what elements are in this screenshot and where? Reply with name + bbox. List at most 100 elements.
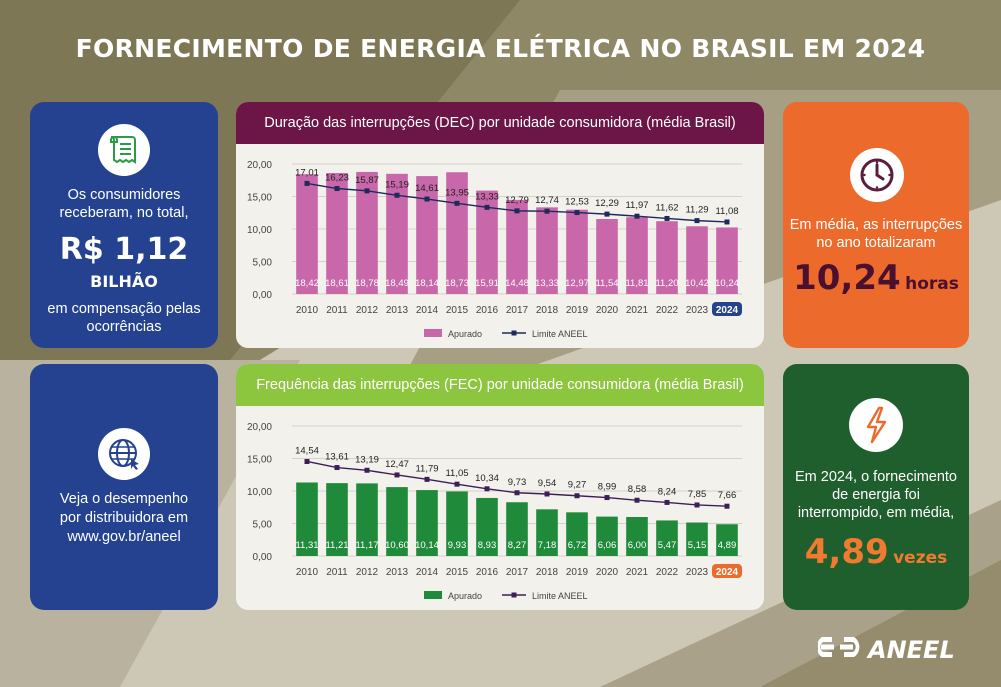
limit-value-label: 9,54 [538,478,557,489]
bar-value-label: 18,14 [415,278,439,289]
limit-point [424,476,430,482]
legend-label-apurado: Apurado [448,591,482,601]
limit-value-label: 16,23 [325,173,349,184]
bar-value-label: 4,89 [718,540,737,551]
limit-value-label: 9,27 [568,480,587,491]
limit-point [544,491,550,497]
highlight-tick-background [712,564,742,578]
x-tick-label: 2013 [386,567,409,578]
limit-point [634,213,640,219]
dec-chart-title: Duração das interrupções (DEC) por unida… [236,102,764,144]
logo-text: ANEEL [866,636,955,664]
limit-point [394,472,400,478]
duration-card: Em média, as interrupções no ano totaliz… [783,102,969,348]
clock-icon [850,148,904,202]
website-text-1: Veja o desempenho [59,491,189,507]
y-tick-label: 5,00 [253,258,273,269]
aneel-logo-icon: ANEEL [816,636,955,664]
x-tick-label: 2018 [536,305,559,316]
compensation-unit: BILHÃO [90,272,158,291]
limit-point [364,467,370,473]
bar [656,520,678,556]
limit-point [724,503,730,509]
limit-value-label: 13,61 [325,452,349,463]
limit-value-label: 11,79 [415,463,438,474]
y-tick-label: 10,00 [247,487,272,498]
limit-value-label: 15,87 [355,175,379,186]
aneel-logo: ANEEL [816,627,958,667]
bar-value-label: 5,47 [658,540,677,551]
bar-value-label: 5,15 [688,540,707,551]
highlight-tick-background [712,302,742,316]
x-tick-label: 2023 [686,567,709,578]
bar-value-label: 11,81 [625,278,648,289]
globe-icon [98,428,150,480]
bar-value-label: 18,61 [325,278,349,289]
bar [566,512,588,556]
compensation-card: Os consumidores receberam, no total, R$ … [30,102,218,348]
limit-value-label: 8,99 [598,482,617,493]
bar [356,483,378,556]
bar-value-label: 14,48 [505,278,529,289]
bar [476,497,498,556]
x-tick-label: 2019 [566,567,589,578]
compensation-text-4: ocorrências [86,319,162,335]
x-tick-label: 2012 [356,567,379,578]
duration-unit: horas [905,274,959,294]
bar [416,176,438,294]
limit-point [454,481,460,487]
limit-value-label: 7,85 [688,489,707,500]
fec-chart: Frequência das interrupções (FEC) por un… [236,364,764,610]
bar-value-label: 12,97 [565,278,589,289]
legend-label-limite: Limite ANEEL [532,591,588,601]
limit-point [304,458,310,464]
lightning-icon [849,398,903,452]
bar-value-label: 11,17 [355,540,378,551]
x-tick-label: 2018 [536,567,559,578]
bar [326,483,348,556]
fec-chart-title: Frequência das interrupções (FEC) por un… [236,364,764,406]
y-tick-label: 0,00 [253,290,273,301]
limit-value-label: 10,34 [475,473,499,484]
bar-value-label: 8,27 [508,540,527,551]
limit-point [574,210,580,216]
bar [416,490,438,556]
bar-value-label: 8,93 [478,540,497,551]
bar [476,190,498,294]
limit-point [604,495,610,501]
duration-value-row: 10,24 horas [783,258,969,298]
limit-value-label: 14,61 [415,183,439,194]
limit-value-label: 11,05 [445,468,468,479]
limit-point [694,218,700,224]
limit-point [694,502,700,508]
duration-text-1: Em média, as interrupções [789,217,963,233]
limit-value-label: 8,24 [658,486,677,497]
limit-value-label: 7,66 [718,490,737,501]
legend-marker-limite [511,592,517,598]
x-tick-label: 2024 [716,305,739,316]
x-tick-label: 2016 [476,305,499,316]
bar-value-label: 18,49 [385,278,409,289]
compensation-text-3: em compensação pelas [47,301,201,317]
x-tick-label: 2014 [416,567,439,578]
bar [656,221,678,294]
limit-value-label: 12,53 [565,197,589,208]
x-tick-label: 2016 [476,567,499,578]
bar [566,209,588,294]
legend-swatch-apurado [424,591,442,599]
compensation-text-1: Os consumidores [67,187,181,203]
website-link[interactable]: www.gov.br/aneel [67,529,181,545]
bar-value-label: 15,91 [475,278,499,289]
limit-value-label: 15,19 [385,179,409,190]
bar-value-label: 13,33 [535,278,559,289]
x-tick-label: 2023 [686,305,709,316]
bar [536,207,558,294]
bar-value-label: 18,78 [355,278,379,289]
y-tick-label: 15,00 [247,193,272,204]
website-card: Veja o desempenho por distribuidora em w… [30,364,218,610]
limit-point [544,208,550,214]
bar-value-label: 6,06 [598,540,617,551]
compensation-text-2: receberam, no total, [59,205,189,221]
bar [506,502,528,556]
